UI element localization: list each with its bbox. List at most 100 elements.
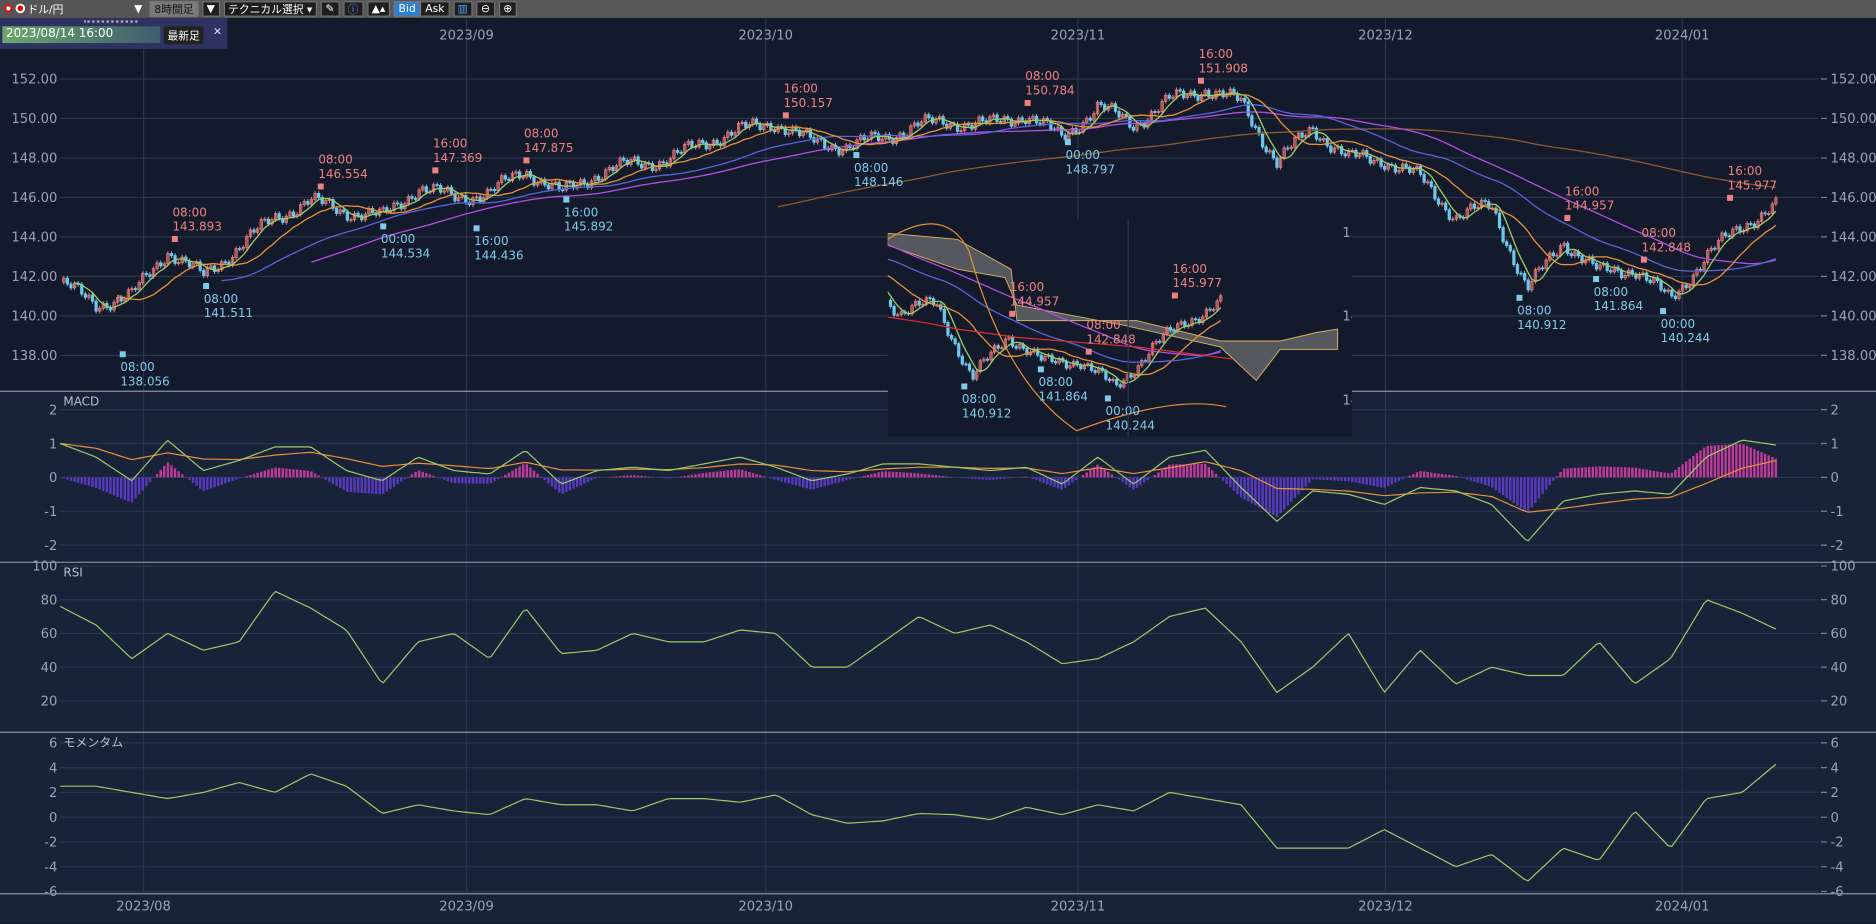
draw-tool-button[interactable]: ✎ — [320, 1, 340, 17]
macd-histogram-bar — [1516, 477, 1519, 506]
macd-histogram-bar — [1494, 477, 1498, 491]
candle-up — [841, 150, 845, 156]
macd-histogram-bar — [191, 477, 195, 483]
candle-up — [1219, 295, 1223, 302]
price-high-marker — [1640, 256, 1647, 263]
macd-tick-right: -1 — [1831, 505, 1844, 520]
macd-histogram-bar — [550, 477, 554, 487]
candle-down — [1422, 173, 1426, 183]
macd-histogram-bar — [1480, 477, 1483, 484]
candle-down — [1648, 279, 1652, 284]
moving-average-line — [777, 128, 1776, 208]
candle-down — [291, 211, 296, 217]
macd-histogram-bar — [1365, 477, 1368, 485]
macd-histogram-bar — [1541, 477, 1544, 494]
month-label-bottom: 2023/11 — [1051, 899, 1106, 914]
timeframe-select[interactable]: 8時間足 — [149, 1, 199, 17]
candle-up — [381, 207, 385, 210]
candle-up — [1469, 203, 1473, 210]
macd-histogram-bar — [443, 477, 446, 480]
price-low-marker — [473, 225, 480, 232]
zoom-in-button[interactable]: ⊕ — [498, 1, 518, 17]
close-icon[interactable]: × — [212, 26, 222, 39]
candle-down — [1325, 138, 1329, 147]
macd-histogram-bar — [324, 477, 328, 480]
candle-down — [1343, 153, 1347, 157]
candle-up — [740, 121, 744, 124]
price-tick-left: 144.00 — [11, 231, 57, 246]
candle-up — [521, 176, 525, 179]
price-low-value: 148.146 — [854, 175, 903, 189]
price-tick-left: 148.00 — [11, 152, 57, 167]
candle-up — [1530, 281, 1534, 291]
macd-histogram-bar — [1074, 477, 1078, 481]
macd-histogram-bar — [1649, 470, 1652, 478]
candle-down — [557, 181, 561, 191]
macd-histogram-bar — [1774, 458, 1778, 478]
candle-up — [686, 140, 690, 145]
macd-histogram-bar — [848, 477, 852, 480]
macd-histogram-bar — [1322, 477, 1325, 480]
macd-histogram-bar — [1580, 467, 1584, 478]
candle-down — [808, 129, 812, 138]
inset-high-value: 145.977 — [1173, 276, 1222, 290]
macd-histogram-bar — [1469, 477, 1472, 481]
month-label-top: 2023/11 — [1051, 28, 1106, 43]
macd-histogram-bar — [1318, 477, 1322, 480]
candle-up — [1095, 101, 1100, 115]
macd-histogram-bar — [1509, 477, 1512, 501]
candle-up — [1716, 240, 1721, 250]
candle-up — [1304, 135, 1308, 138]
macd-histogram-bar — [1523, 477, 1526, 511]
timeframe-dropdown-button[interactable]: ▼ — [201, 1, 220, 17]
macd-histogram-bar — [794, 477, 798, 486]
candle-down — [1713, 247, 1717, 250]
candle-down — [1339, 146, 1344, 155]
macd-histogram-bar — [784, 477, 787, 483]
macd-histogram-bar — [277, 467, 281, 478]
chart-canvas[interactable]: 152.00 152.00 150.00 150.00 148.00 148.00 146.… — [0, 17, 1876, 924]
currency-pair-select[interactable]: ドル/円 ▼ — [0, 1, 146, 17]
macd-histogram-bar — [1767, 455, 1770, 478]
chart-type-button[interactable]: ▥ — [452, 1, 473, 17]
price-high-time: 16:00 — [1728, 164, 1762, 178]
macd-histogram-bar — [1326, 477, 1329, 481]
candle-down — [65, 277, 70, 285]
rsi-tick-right: 20 — [1831, 695, 1848, 710]
price-low-value: 140.912 — [1517, 318, 1566, 332]
bid-toggle[interactable]: Bid — [393, 1, 421, 17]
chart-style-button[interactable]: ▲▴ — [366, 1, 391, 17]
candle-down — [1673, 295, 1678, 299]
macd-histogram-bar — [1401, 477, 1404, 480]
macd-histogram-bar — [583, 477, 586, 484]
macd-histogram-bar — [382, 477, 385, 494]
macd-histogram-bar — [310, 471, 313, 478]
macd-histogram-bar — [1641, 469, 1645, 478]
macd-histogram-bar — [1010, 477, 1013, 478]
macd-histogram-bar — [873, 473, 877, 478]
month-label-top: 2023/12 — [1358, 28, 1413, 43]
macd-histogram-bar — [780, 477, 783, 482]
price-low-marker — [853, 152, 860, 159]
candle-down — [995, 114, 999, 122]
candle-down — [715, 139, 719, 145]
drag-handle[interactable] — [83, 20, 138, 25]
technical-select-button[interactable]: テクニカル選択 ▾ — [223, 1, 318, 17]
candle-up — [1085, 117, 1089, 123]
macd-histogram-bar — [173, 468, 177, 478]
macd-histogram-bar — [992, 477, 995, 480]
zoom-out-button[interactable]: ⊖ — [476, 1, 495, 17]
macd-histogram-bar — [213, 477, 216, 488]
latest-bar-button[interactable]: 最新足 — [163, 26, 204, 45]
candle-down — [317, 192, 321, 198]
macd-histogram-bar — [1031, 477, 1035, 479]
candle-down — [1300, 132, 1304, 138]
candle-up — [1598, 264, 1602, 270]
price-high-value: 150.784 — [1025, 84, 1074, 98]
candle-down — [144, 273, 148, 276]
ask-toggle[interactable]: Ask — [420, 1, 450, 17]
info-button[interactable]: ⓘ — [342, 1, 364, 17]
price-low-time: 08:00 — [204, 292, 238, 306]
candle-down — [1250, 115, 1254, 127]
macd-histogram-bar — [547, 477, 550, 484]
